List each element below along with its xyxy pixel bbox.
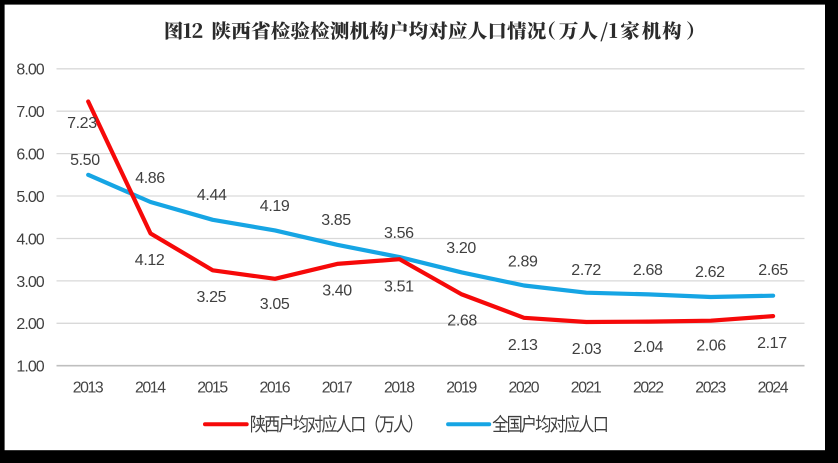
svg-text:2013: 2013 xyxy=(73,380,104,397)
svg-text:3.56: 3.56 xyxy=(384,225,414,242)
svg-text:2.17: 2.17 xyxy=(757,335,787,352)
svg-text:2022: 2022 xyxy=(633,380,664,397)
svg-text:2016: 2016 xyxy=(260,380,291,397)
svg-text:2017: 2017 xyxy=(322,380,353,397)
svg-text:3.20: 3.20 xyxy=(446,240,476,257)
svg-text:2.06: 2.06 xyxy=(696,338,726,355)
svg-text:3.00: 3.00 xyxy=(16,274,44,291)
svg-text:2.68: 2.68 xyxy=(447,313,477,330)
svg-text:2020: 2020 xyxy=(509,380,540,397)
svg-text:4.12: 4.12 xyxy=(135,252,165,269)
svg-text:2.89: 2.89 xyxy=(508,254,538,271)
svg-text:2.13: 2.13 xyxy=(508,337,538,354)
svg-text:8.00: 8.00 xyxy=(16,62,44,79)
svg-text:6.00: 6.00 xyxy=(16,147,44,164)
svg-text:5.50: 5.50 xyxy=(70,152,100,169)
svg-text:2.65: 2.65 xyxy=(758,262,788,279)
svg-text:2018: 2018 xyxy=(384,380,415,397)
svg-text:3.85: 3.85 xyxy=(321,212,351,229)
svg-text:4.86: 4.86 xyxy=(135,170,165,187)
svg-text:2.72: 2.72 xyxy=(571,262,601,279)
svg-text:2015: 2015 xyxy=(197,380,228,397)
svg-text:3.51: 3.51 xyxy=(384,279,414,296)
svg-text:3.05: 3.05 xyxy=(260,296,290,313)
svg-text:2024: 2024 xyxy=(758,380,789,397)
svg-text:2.00: 2.00 xyxy=(16,316,44,333)
svg-text:2019: 2019 xyxy=(446,380,477,397)
svg-text:2.68: 2.68 xyxy=(633,262,663,279)
svg-text:3.25: 3.25 xyxy=(197,289,227,306)
svg-text:2023: 2023 xyxy=(695,380,726,397)
svg-text:4.44: 4.44 xyxy=(197,187,227,204)
svg-text:2021: 2021 xyxy=(571,380,602,397)
svg-text:2.04: 2.04 xyxy=(634,339,664,356)
svg-text:4.19: 4.19 xyxy=(260,198,290,215)
svg-text:7.23: 7.23 xyxy=(67,115,97,132)
svg-text:5.00: 5.00 xyxy=(16,189,44,206)
svg-text:4.00: 4.00 xyxy=(16,231,44,248)
svg-text:2.03: 2.03 xyxy=(572,341,602,358)
svg-text:3.40: 3.40 xyxy=(322,283,352,300)
svg-text:2.62: 2.62 xyxy=(695,264,725,281)
svg-text:2014: 2014 xyxy=(135,380,166,397)
svg-text:1.00: 1.00 xyxy=(16,359,44,376)
svg-text:7.00: 7.00 xyxy=(16,104,44,121)
